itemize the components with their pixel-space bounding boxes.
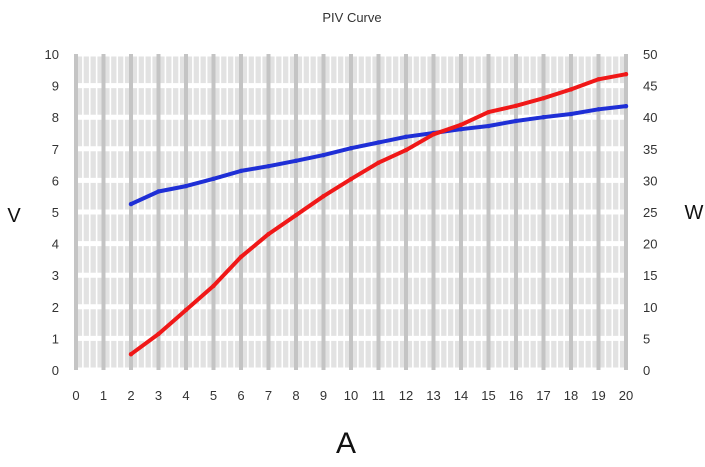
y-tick-label: 6 [52, 173, 59, 188]
power-data-point [156, 331, 161, 337]
x-tick-label: 3 [155, 388, 162, 403]
voltage-data-point [266, 163, 271, 169]
x-tick-label: 15 [481, 388, 495, 403]
y2-tick-label: 0 [643, 363, 650, 378]
y-tick-label: 5 [52, 205, 59, 220]
x-tick-label: 5 [210, 388, 217, 403]
chart-title: PIV Curve [322, 10, 381, 25]
y2-axis-title: W [685, 202, 704, 224]
power-data-point [403, 147, 409, 153]
tick-layer: 0 1 2 3 4 5 6 7 8 9 10 11 12 13 14 15 16 17 18 19 2001234567… [45, 47, 658, 403]
y2-tick-label: 5 [643, 331, 650, 346]
x-tick-label: 6 [237, 388, 244, 403]
x-tick-label: 9 [320, 388, 327, 403]
x-tick-label: 12 [399, 388, 413, 403]
power-data-point [128, 352, 134, 357]
voltage-data-point [238, 168, 244, 174]
power-data-point [431, 132, 436, 137]
x-tick-label: 0 [72, 388, 79, 403]
x-tick-label: 13 [426, 388, 440, 403]
y2-tick-label: 25 [643, 205, 657, 220]
x-tick-label: 1 [100, 388, 107, 403]
x-tick-label: 2 [127, 388, 134, 403]
y-tick-label: 8 [52, 110, 59, 125]
voltage-data-point [156, 189, 161, 194]
y2-tick-label: 45 [643, 79, 657, 94]
y-tick-label: 1 [52, 331, 59, 346]
power-data-point [568, 87, 574, 92]
power-data-point [513, 103, 519, 109]
y-tick-label: 10 [45, 47, 59, 62]
voltage-data-point [128, 201, 134, 207]
power-data-point [266, 231, 271, 237]
y2-tick-label: 35 [643, 142, 657, 157]
x-tick-label: 10 [344, 388, 358, 403]
y2-tick-label: 50 [643, 47, 657, 62]
x-axis-title: A [336, 427, 356, 460]
y2-tick-label: 30 [643, 173, 657, 188]
y-tick-label: 3 [52, 268, 59, 283]
y-tick-label: 2 [52, 300, 59, 315]
y2-tick-label: 40 [643, 110, 657, 125]
voltage-data-point [623, 103, 629, 109]
y2-tick-label: 20 [643, 237, 657, 252]
voltage-data-point [293, 158, 299, 164]
series-layer [128, 72, 629, 357]
x-tick-label: 7 [265, 388, 272, 403]
voltage-data-point [211, 176, 216, 182]
voltage-data-point [348, 145, 354, 151]
x-tick-label: 8 [292, 388, 299, 403]
x-tick-label: 20 [619, 388, 633, 403]
voltage-data-point [183, 183, 189, 189]
voltage-data-point [486, 123, 491, 129]
power-data-point [458, 122, 464, 127]
voltage-data-point [321, 152, 326, 158]
voltage-data-point [513, 118, 519, 124]
y-tick-label: 7 [52, 142, 59, 157]
power-data-point [541, 96, 546, 101]
voltage-data-point [403, 134, 409, 139]
grid-layer [74, 51, 628, 373]
y-tick-label: 0 [52, 363, 59, 378]
power-data-point [376, 160, 381, 165]
voltage-data-point [568, 111, 574, 117]
power-data-point [623, 72, 629, 77]
x-tick-label: 17 [536, 388, 550, 403]
voltage-data-point [458, 127, 464, 132]
x-tick-label: 4 [182, 388, 189, 403]
x-tick-label: 18 [564, 388, 578, 403]
power-data-point [211, 283, 216, 289]
y2-tick-label: 15 [643, 268, 657, 283]
voltage-data-point [596, 107, 601, 112]
voltage-data-point [541, 115, 546, 120]
power-data-point [596, 77, 601, 82]
power-data-point [321, 194, 326, 199]
y-tick-label: 9 [52, 79, 59, 94]
power-data-point [348, 176, 354, 182]
x-tick-label: 11 [372, 388, 386, 403]
x-tick-label: 14 [454, 388, 468, 403]
y-tick-label: 4 [52, 237, 59, 252]
power-data-point [183, 307, 189, 313]
x-tick-label: 16 [509, 388, 523, 403]
y-axis-title: V [7, 205, 21, 227]
power-data-point [293, 212, 299, 218]
power-data-point [486, 109, 491, 115]
power-data-point [238, 254, 244, 260]
voltage-data-point [376, 140, 381, 145]
y2-tick-label: 10 [643, 300, 657, 315]
x-tick-label: 19 [591, 388, 605, 403]
